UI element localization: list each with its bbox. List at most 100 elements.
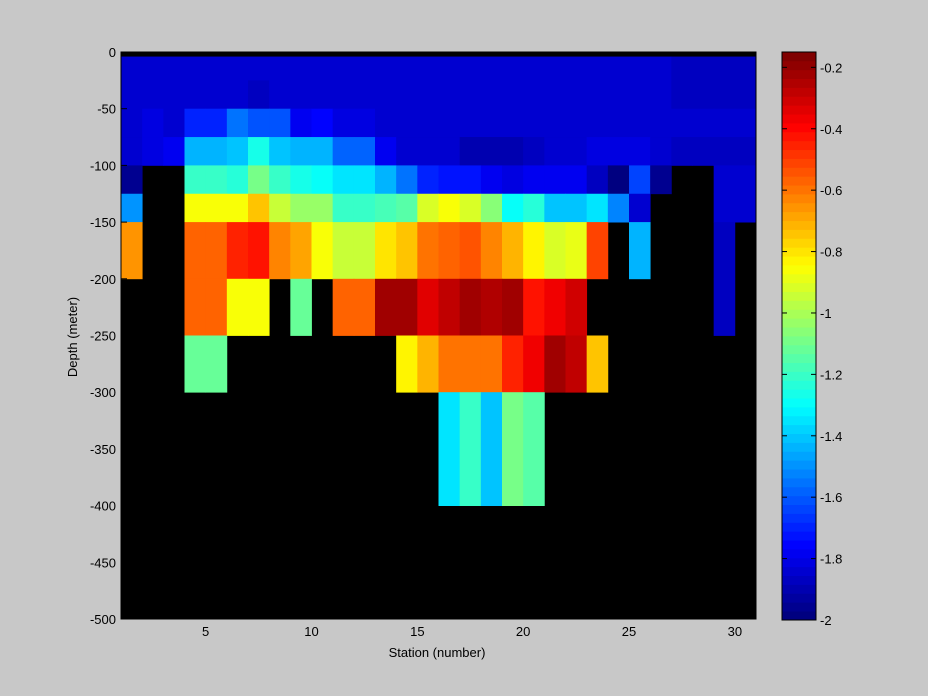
heatmap-cell bbox=[184, 222, 207, 280]
x-axis: 5 10 15 20 25 30 bbox=[202, 613, 742, 639]
colorbar-segment bbox=[782, 256, 816, 266]
heatmap-cell bbox=[671, 56, 693, 81]
heatmap-cell bbox=[565, 193, 588, 223]
plot-area bbox=[120, 51, 757, 620]
heatmap-cell bbox=[692, 80, 715, 110]
heatmap-cell bbox=[713, 278, 736, 336]
heatmap-cell bbox=[502, 392, 524, 506]
heatmap-cell bbox=[586, 165, 609, 195]
heatmap-cell bbox=[332, 278, 355, 336]
heatmap-cell bbox=[586, 193, 609, 223]
heatmap-cell bbox=[650, 108, 672, 138]
heatmap-cell bbox=[184, 80, 207, 110]
heatmap-cell bbox=[650, 137, 672, 166]
y-tick-label: -250 bbox=[90, 329, 116, 344]
heatmap-cell bbox=[226, 222, 249, 280]
heatmap-cell bbox=[396, 137, 418, 166]
heatmap-cell bbox=[734, 56, 757, 81]
heatmap-cell bbox=[629, 56, 651, 81]
colorbar-segment bbox=[782, 211, 816, 222]
colorbar-segment bbox=[782, 105, 816, 115]
heatmap-cell bbox=[311, 137, 334, 166]
heatmap-cell bbox=[226, 80, 249, 110]
colorbar-tick-label: -2 bbox=[820, 613, 832, 628]
colorbar-segment bbox=[782, 96, 816, 106]
heatmap-cell bbox=[480, 335, 503, 393]
heatmap-cell bbox=[586, 108, 609, 138]
colorbar-tick-label: -0.8 bbox=[820, 245, 842, 260]
heatmap-cell bbox=[438, 278, 461, 336]
heatmap-cell bbox=[565, 278, 588, 336]
colorbar-tick-label: -0.2 bbox=[820, 60, 842, 75]
heatmap-cell bbox=[502, 56, 524, 81]
heatmap-cell bbox=[248, 108, 270, 138]
heatmap-cell bbox=[332, 80, 355, 110]
surface-band bbox=[121, 52, 756, 57]
heatmap-cell bbox=[523, 335, 545, 393]
x-tick-label: 5 bbox=[202, 624, 209, 639]
heatmap-cell bbox=[692, 137, 715, 166]
heatmap-cell bbox=[459, 80, 482, 110]
heatmap-cell bbox=[650, 80, 672, 110]
heatmap-cell bbox=[353, 165, 376, 195]
heatmap-cell bbox=[375, 80, 397, 110]
colorbar-segment bbox=[782, 557, 816, 568]
heatmap-cell bbox=[396, 56, 418, 81]
heatmap-cell bbox=[311, 108, 334, 138]
heatmap-cell bbox=[523, 56, 545, 81]
heatmap-cell bbox=[121, 80, 143, 110]
heatmap-cell bbox=[375, 108, 397, 138]
heatmap-cell bbox=[459, 137, 482, 166]
heatmap-cell bbox=[311, 165, 334, 195]
heatmap-cell bbox=[417, 108, 439, 138]
heatmap-cell bbox=[184, 335, 207, 393]
heatmap-cell bbox=[226, 193, 249, 223]
colorbar-segment bbox=[782, 407, 816, 417]
heatmap-cell bbox=[375, 56, 397, 81]
y-tick-label: -200 bbox=[90, 272, 116, 287]
heatmap-cell bbox=[734, 193, 757, 223]
colorbar-segment bbox=[782, 389, 816, 399]
heatmap-cell bbox=[459, 335, 482, 393]
heatmap-cell bbox=[480, 137, 503, 166]
colorbar-segment bbox=[782, 87, 816, 97]
heatmap-cell bbox=[332, 222, 355, 280]
heatmap-cell bbox=[205, 137, 228, 166]
heatmap-cell bbox=[650, 56, 672, 81]
heatmap-cell bbox=[142, 137, 164, 166]
colorbar-segment bbox=[782, 123, 816, 133]
heatmap-cell bbox=[523, 108, 545, 138]
heatmap-cell bbox=[480, 56, 503, 81]
heatmap-cell bbox=[713, 193, 736, 223]
colorbar-segment bbox=[782, 202, 816, 213]
heatmap-cell bbox=[396, 278, 418, 336]
colorbar-segment bbox=[782, 300, 816, 310]
heatmap-cell bbox=[459, 392, 482, 506]
heatmap-cell bbox=[142, 56, 164, 81]
colorbar-segment bbox=[782, 60, 816, 71]
heatmap-cell bbox=[480, 193, 503, 223]
colorbar-segment bbox=[782, 167, 816, 177]
colorbar-segment bbox=[782, 380, 816, 390]
heatmap-cell bbox=[205, 56, 228, 81]
heatmap-cell bbox=[248, 56, 270, 81]
colorbar-segment bbox=[782, 469, 816, 479]
heatmap-cell bbox=[375, 278, 397, 336]
heatmap-cell bbox=[290, 56, 312, 81]
heatmap-cell bbox=[565, 56, 588, 81]
heatmap-cell bbox=[650, 165, 672, 195]
heatmap-cell bbox=[544, 278, 566, 336]
colorbar-segment bbox=[782, 78, 816, 88]
heatmap-cell bbox=[671, 80, 693, 110]
colorbar-segment bbox=[782, 353, 816, 364]
x-tick-label: 10 bbox=[304, 624, 318, 639]
colorbar-segment bbox=[782, 131, 816, 142]
y-tick-label: 0 bbox=[109, 45, 116, 60]
y-tick-label: -150 bbox=[90, 215, 116, 230]
heatmap-cell bbox=[417, 56, 439, 81]
colorbar-segment bbox=[782, 176, 816, 186]
y-axis-label: Depth (meter) bbox=[65, 297, 80, 377]
heatmap-cell bbox=[565, 222, 588, 280]
heatmap-cell bbox=[375, 193, 397, 223]
heatmap-cell bbox=[544, 335, 566, 393]
